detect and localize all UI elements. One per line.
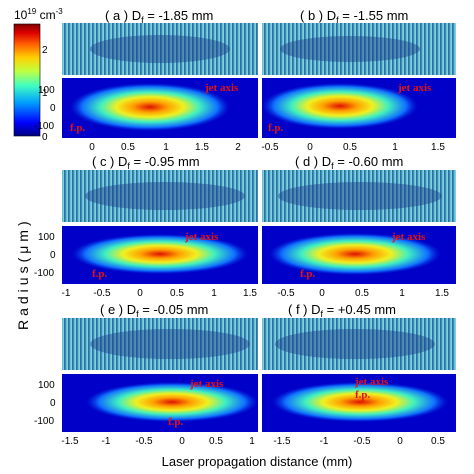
focal-point-label: f.p. [168, 416, 184, 428]
y-tick: 100 [38, 380, 55, 391]
interferogram-shadow [85, 182, 245, 210]
x-tick: 0.5 [431, 436, 445, 447]
focal-point-label: f.p. [355, 389, 371, 401]
y-tick: 100 [38, 232, 55, 243]
plasma-channel [86, 382, 258, 422]
jet-axis-label: jet axis [204, 82, 239, 94]
x-tick: 1.5 [195, 142, 209, 153]
panel-b: ( b ) Df = -1.55 mm jet axis f.p. -0.5 0… [261, 8, 456, 153]
x-tick: -0.5 [135, 436, 153, 447]
interferogram [62, 23, 258, 75]
focal-point-label: f.p. [92, 268, 108, 280]
y-tick: 0 [50, 250, 56, 261]
panel-c: ( c ) Df = -0.95 mm jet axis f.p. 100 0 … [34, 154, 258, 299]
colorbar-gradient [13, 23, 41, 137]
interferogram-shadow [275, 329, 435, 359]
plasma-channel [269, 233, 441, 275]
plasma-channel [70, 83, 230, 131]
panel-f: ( f ) Df = +0.45 mm jet axis f.p. -1.5 -… [262, 302, 456, 447]
x-tick: 0.5 [121, 142, 135, 153]
x-tick: 1 [249, 436, 255, 447]
jet-axis-label: jet axis [391, 231, 426, 243]
x-tick: -0.5 [353, 436, 371, 447]
x-tick: 0 [307, 142, 313, 153]
y-tick: -100 [34, 121, 54, 132]
x-tick: 1.5 [431, 142, 445, 153]
x-tick: -0.5 [93, 288, 111, 299]
jet-axis-label: jet axis [184, 231, 219, 243]
panel-grid: ( a ) Df = -1.85 mm jet axis f.p. 100 0 … [34, 8, 456, 447]
x-tick: 0 [179, 436, 185, 447]
y-tick: 0 [50, 103, 56, 114]
panel-title: ( a ) Df = -1.85 mm [105, 8, 213, 25]
focal-point-label: f.p. [70, 122, 86, 134]
x-tick: 1 [392, 142, 398, 153]
x-tick: 1 [399, 288, 405, 299]
panel-title: ( c ) Df = -0.95 mm [92, 154, 200, 171]
colorbar-tick: 2 [42, 45, 48, 56]
x-tick: -0.5 [277, 288, 295, 299]
panel-title: ( f ) Df = +0.45 mm [288, 302, 396, 319]
x-tick: 0 [137, 288, 143, 299]
x-tick: -1.5 [61, 436, 79, 447]
x-tick: 1 [163, 142, 169, 153]
interferogram [62, 170, 258, 222]
interferogram-shadow [280, 36, 420, 62]
colorbar-unit: 1019 cm-3 [14, 7, 63, 22]
x-tick: 1.5 [435, 288, 449, 299]
panel-e: ( e ) Df = -0.05 mm jet axis f.p. 100 0 … [34, 302, 258, 447]
panel-d: ( d ) Df = -0.60 mm jet axis f.p. -0.5 0… [262, 154, 456, 299]
jet-axis-label: jet axis [354, 376, 389, 388]
x-tick: 0 [319, 288, 325, 299]
panel-title: ( e ) Df = -0.05 mm [100, 302, 208, 319]
x-tick: -1 [102, 436, 111, 447]
x-tick: -1 [62, 288, 71, 299]
panel-a: ( a ) Df = -1.85 mm jet axis f.p. 100 0 … [34, 8, 258, 153]
jet-axis-label: jet axis [397, 82, 432, 94]
colorbar-tick: 0 [42, 132, 48, 143]
x-axis-label: Laser propagation distance (mm) [162, 454, 353, 469]
y-tick: 0 [50, 398, 56, 409]
colorbar-tick: 1 [42, 88, 48, 99]
y-axis-label: Radius(μm) [15, 217, 31, 330]
x-tick: 0.5 [355, 288, 369, 299]
x-tick: 0.5 [170, 288, 184, 299]
colorbar: 1019 cm-3 2 1 0 [13, 7, 63, 143]
x-tick: 0.5 [343, 142, 357, 153]
interferogram-shadow [278, 182, 442, 210]
x-tick: 1 [211, 288, 217, 299]
interferogram [262, 170, 456, 222]
interferogram-shadow [90, 35, 230, 63]
panel-title: ( d ) Df = -0.60 mm [295, 154, 403, 171]
focal-point-label: f.p. [268, 122, 284, 134]
x-tick: 0 [89, 142, 95, 153]
interferogram [62, 318, 258, 370]
x-tick: -0.5 [261, 142, 279, 153]
plasma-channel [72, 234, 248, 274]
x-tick: -1.5 [273, 436, 291, 447]
interferogram-shadow [90, 329, 250, 359]
interferogram [262, 23, 456, 75]
plasma-channel [272, 382, 448, 422]
y-tick: -100 [34, 268, 54, 279]
jet-axis-label: jet axis [189, 378, 224, 390]
x-tick: 0 [397, 436, 403, 447]
focal-point-label: f.p. [300, 268, 316, 280]
interferogram [262, 318, 456, 370]
panel-title: ( b ) Df = -1.55 mm [300, 8, 408, 25]
plasma-channel [262, 83, 418, 129]
x-tick: 1.5 [243, 288, 257, 299]
x-tick: 2 [235, 142, 241, 153]
x-tick: -1 [320, 436, 329, 447]
y-tick: 100 [38, 85, 55, 96]
y-tick: -100 [34, 416, 54, 427]
x-tick: 0.5 [209, 436, 223, 447]
